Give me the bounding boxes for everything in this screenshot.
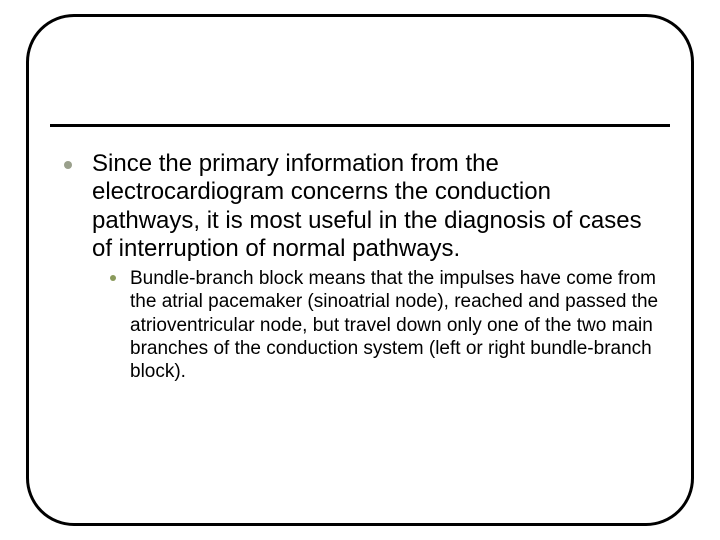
sub-bullet-marker-icon (110, 275, 116, 281)
sub-bullet-text: Bundle-branch block means that the impul… (130, 267, 664, 383)
bullet-level-2: Bundle-branch block means that the impul… (110, 267, 664, 383)
bullet-text: Since the primary information from the e… (92, 150, 664, 263)
content-area: Since the primary information from the e… (64, 150, 664, 383)
bullet-level-1: Since the primary information from the e… (64, 150, 664, 263)
slide: Since the primary information from the e… (0, 0, 720, 540)
title-divider (50, 124, 670, 127)
bullet-marker-icon (64, 161, 72, 169)
